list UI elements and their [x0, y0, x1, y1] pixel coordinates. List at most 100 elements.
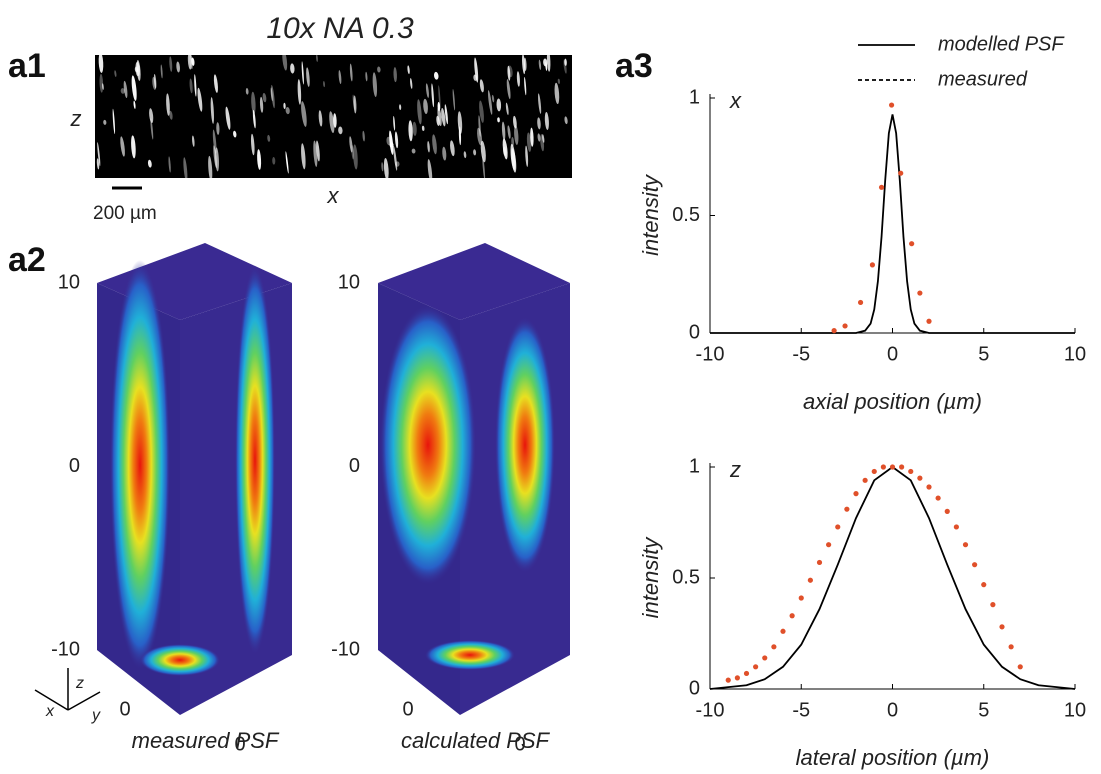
- streak: [393, 145, 398, 171]
- y-axis-label: intensity: [638, 536, 663, 619]
- legend-label: modelled PSF: [938, 33, 1065, 55]
- panel-annotation: z: [729, 457, 741, 482]
- streak: [514, 124, 519, 145]
- streak: [389, 142, 394, 148]
- streak: [497, 117, 500, 123]
- streak: [537, 117, 541, 130]
- streak: [442, 146, 447, 161]
- point: [762, 655, 768, 661]
- streak: [99, 73, 104, 93]
- streak: [233, 130, 237, 138]
- streak: [135, 61, 140, 77]
- streak: [510, 143, 516, 171]
- streak: [417, 99, 422, 125]
- streak: [283, 102, 286, 110]
- streak: [412, 121, 417, 136]
- streak: [272, 157, 276, 165]
- streak: [503, 146, 507, 157]
- psf-box: [97, 243, 292, 715]
- streak: [252, 109, 256, 129]
- streak: [285, 151, 289, 174]
- x-tick-label: 10: [1064, 343, 1086, 365]
- streak: [525, 145, 529, 167]
- x-tick-label: -10: [696, 343, 725, 365]
- panel-label: a1: [8, 47, 46, 85]
- streak: [212, 129, 217, 154]
- line: [710, 114, 1075, 334]
- streak: [97, 142, 101, 167]
- streak: [353, 144, 358, 170]
- streak: [507, 65, 511, 81]
- streak: [251, 91, 256, 115]
- y-tick-label: 0: [689, 321, 700, 343]
- streak: [98, 52, 104, 73]
- streak: [444, 104, 448, 125]
- streak: [197, 87, 203, 112]
- point: [771, 644, 777, 650]
- streak: [160, 64, 163, 79]
- streak: [496, 98, 502, 112]
- streak: [393, 67, 397, 83]
- streak: [250, 133, 255, 156]
- streak: [169, 56, 173, 72]
- streak: [183, 157, 188, 182]
- streak: [168, 156, 171, 173]
- streak: [213, 74, 218, 93]
- streak: [410, 78, 413, 89]
- streak: [133, 100, 136, 109]
- streak: [524, 76, 527, 96]
- streak: [301, 61, 304, 85]
- streak: [427, 140, 430, 153]
- streak: [540, 134, 545, 152]
- streak: [474, 57, 479, 83]
- point: [917, 290, 923, 296]
- streak: [267, 134, 271, 142]
- streak: [538, 59, 542, 70]
- streak: [479, 79, 484, 93]
- axis-letter: z: [75, 675, 84, 692]
- streak: [285, 107, 290, 115]
- streak: [191, 57, 195, 66]
- streak: [225, 106, 231, 130]
- streak: [259, 96, 264, 113]
- streak: [381, 162, 384, 172]
- point: [844, 506, 850, 512]
- point: [831, 328, 837, 334]
- streak: [544, 112, 549, 130]
- streak: [543, 58, 548, 67]
- y-tick-label: 0: [689, 677, 700, 699]
- streak: [516, 71, 520, 87]
- streak: [282, 50, 288, 71]
- axis-label: x: [327, 183, 340, 208]
- x-axis-label: lateral position (µm): [796, 745, 990, 770]
- streak: [102, 83, 104, 90]
- streak: [530, 127, 534, 147]
- streak: [450, 140, 455, 157]
- base-tick-label: 0: [119, 698, 130, 720]
- streak: [187, 51, 192, 70]
- point: [878, 184, 885, 190]
- streak: [290, 63, 295, 74]
- streak: [166, 93, 170, 116]
- streak: [194, 74, 197, 97]
- psf-box: [378, 243, 570, 715]
- point: [807, 577, 813, 583]
- y-tick-label: 1: [689, 86, 700, 108]
- point: [880, 464, 886, 470]
- point: [835, 524, 841, 530]
- streak: [153, 74, 157, 89]
- streak: [399, 104, 402, 111]
- axis-label: z: [70, 106, 82, 131]
- point: [953, 524, 959, 530]
- streak: [394, 131, 399, 149]
- base-tick-label: 0: [402, 698, 413, 720]
- z-tick-label: -10: [51, 638, 80, 660]
- point: [743, 670, 750, 677]
- streak: [479, 100, 484, 123]
- x-tick-label: -10: [696, 699, 725, 721]
- streak: [554, 82, 560, 105]
- point: [944, 508, 950, 514]
- streak: [313, 140, 318, 167]
- streak: [507, 125, 511, 139]
- point: [857, 299, 864, 306]
